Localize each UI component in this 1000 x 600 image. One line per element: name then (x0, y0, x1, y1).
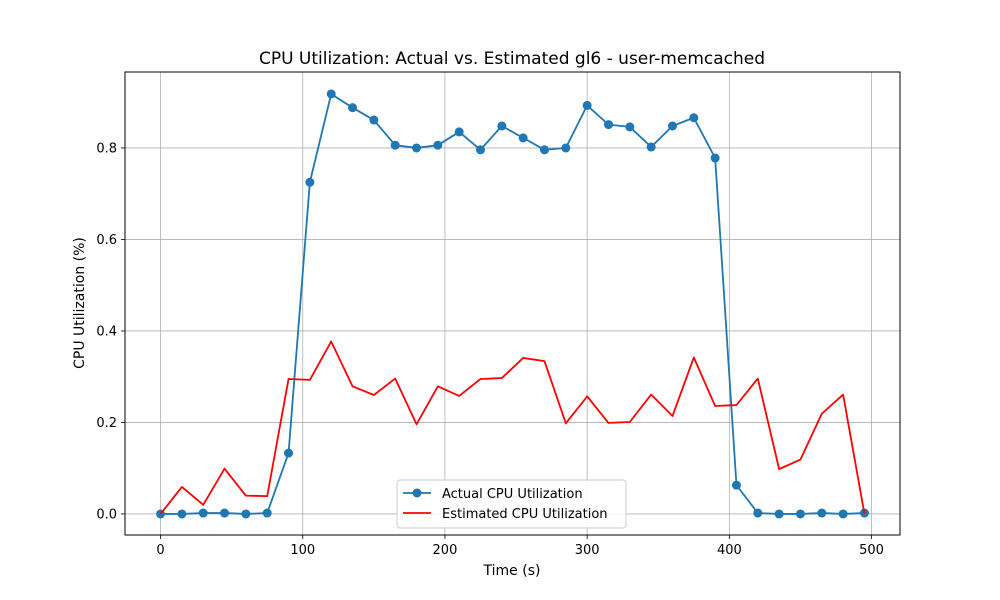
legend: Actual CPU Utilization Estimated CPU Uti… (396, 479, 627, 529)
estimated-cpu-utilization-series (159, 340, 866, 515)
actual-cpu-utilization-point (582, 100, 592, 110)
actual-cpu-utilization-point (412, 143, 422, 153)
actual-cpu-utilization-point (497, 121, 507, 131)
actual-cpu-utilization-point (753, 508, 763, 518)
actual-cpu-utilization-point (433, 140, 443, 150)
x-tick-label: 300 (575, 543, 600, 558)
actual-cpu-utilization-point (369, 115, 379, 125)
actual-cpu-utilization-series (156, 89, 869, 519)
actual-cpu-utilization-point (476, 145, 486, 155)
actual-cpu-utilization-point (390, 140, 400, 150)
axis-ticks: 0 100 200 300 400 500 0.0 0.2 0.4 0.6 0.8 (96, 141, 884, 558)
y-tick-label: 0.0 (96, 507, 117, 522)
actual-cpu-utilization-point (646, 142, 656, 152)
actual-cpu-utilization-point (348, 103, 358, 113)
actual-cpu-utilization-point (518, 133, 528, 143)
actual-cpu-utilization-point (561, 143, 571, 153)
grid-lines (125, 72, 900, 535)
legend-box (396, 479, 627, 529)
actual-cpu-utilization-point (262, 508, 272, 518)
actual-cpu-utilization-point (689, 113, 699, 123)
actual-cpu-utilization-point (774, 509, 784, 519)
legend-actual-marker-swatch (412, 488, 422, 498)
actual-cpu-utilization-point (305, 177, 315, 187)
y-tick-label: 0.4 (96, 324, 117, 339)
actual-cpu-utilization-point (198, 508, 208, 518)
legend-estimated-label: Estimated CPU Utilization (442, 507, 608, 522)
actual-cpu-utilization-point (284, 448, 294, 458)
actual-cpu-utilization-point (795, 509, 805, 519)
y-tick-label: 0.6 (96, 233, 117, 248)
actual-cpu-utilization-point (731, 480, 741, 490)
actual-cpu-utilization-point (241, 509, 251, 519)
x-tick-label: 400 (717, 543, 742, 558)
y-tick-label: 0.2 (96, 416, 117, 431)
plot-area-frame (124, 71, 901, 536)
actual-cpu-utilization-line (160, 93, 865, 515)
x-axis-label: Time (s) (483, 563, 541, 579)
actual-cpu-utilization-point (625, 122, 635, 132)
x-tick-label: 500 (859, 543, 884, 558)
x-tick-label: 100 (290, 543, 315, 558)
actual-cpu-utilization-point (326, 89, 336, 99)
y-tick-label: 0.8 (96, 141, 117, 156)
actual-cpu-utilization-point (710, 153, 720, 163)
actual-cpu-utilization-point (454, 127, 464, 137)
x-tick-label: 200 (433, 543, 458, 558)
actual-cpu-utilization-point (667, 121, 677, 131)
actual-cpu-utilization-point (177, 509, 187, 519)
actual-cpu-utilization-point (539, 145, 549, 155)
legend-actual-label: Actual CPU Utilization (442, 487, 583, 502)
x-tick-label: 0 (156, 543, 164, 558)
series-layer (156, 89, 869, 519)
estimated-cpu-utilization-line (159, 340, 866, 515)
actual-cpu-utilization-point (603, 120, 613, 130)
actual-cpu-utilization-point (220, 508, 230, 518)
chart-title: CPU Utilization: Actual vs. Estimated gl… (259, 49, 765, 69)
actual-cpu-utilization-point (838, 509, 848, 519)
actual-cpu-utilization-point (817, 508, 827, 518)
y-axis-label: CPU Utilization (%) (72, 237, 88, 369)
